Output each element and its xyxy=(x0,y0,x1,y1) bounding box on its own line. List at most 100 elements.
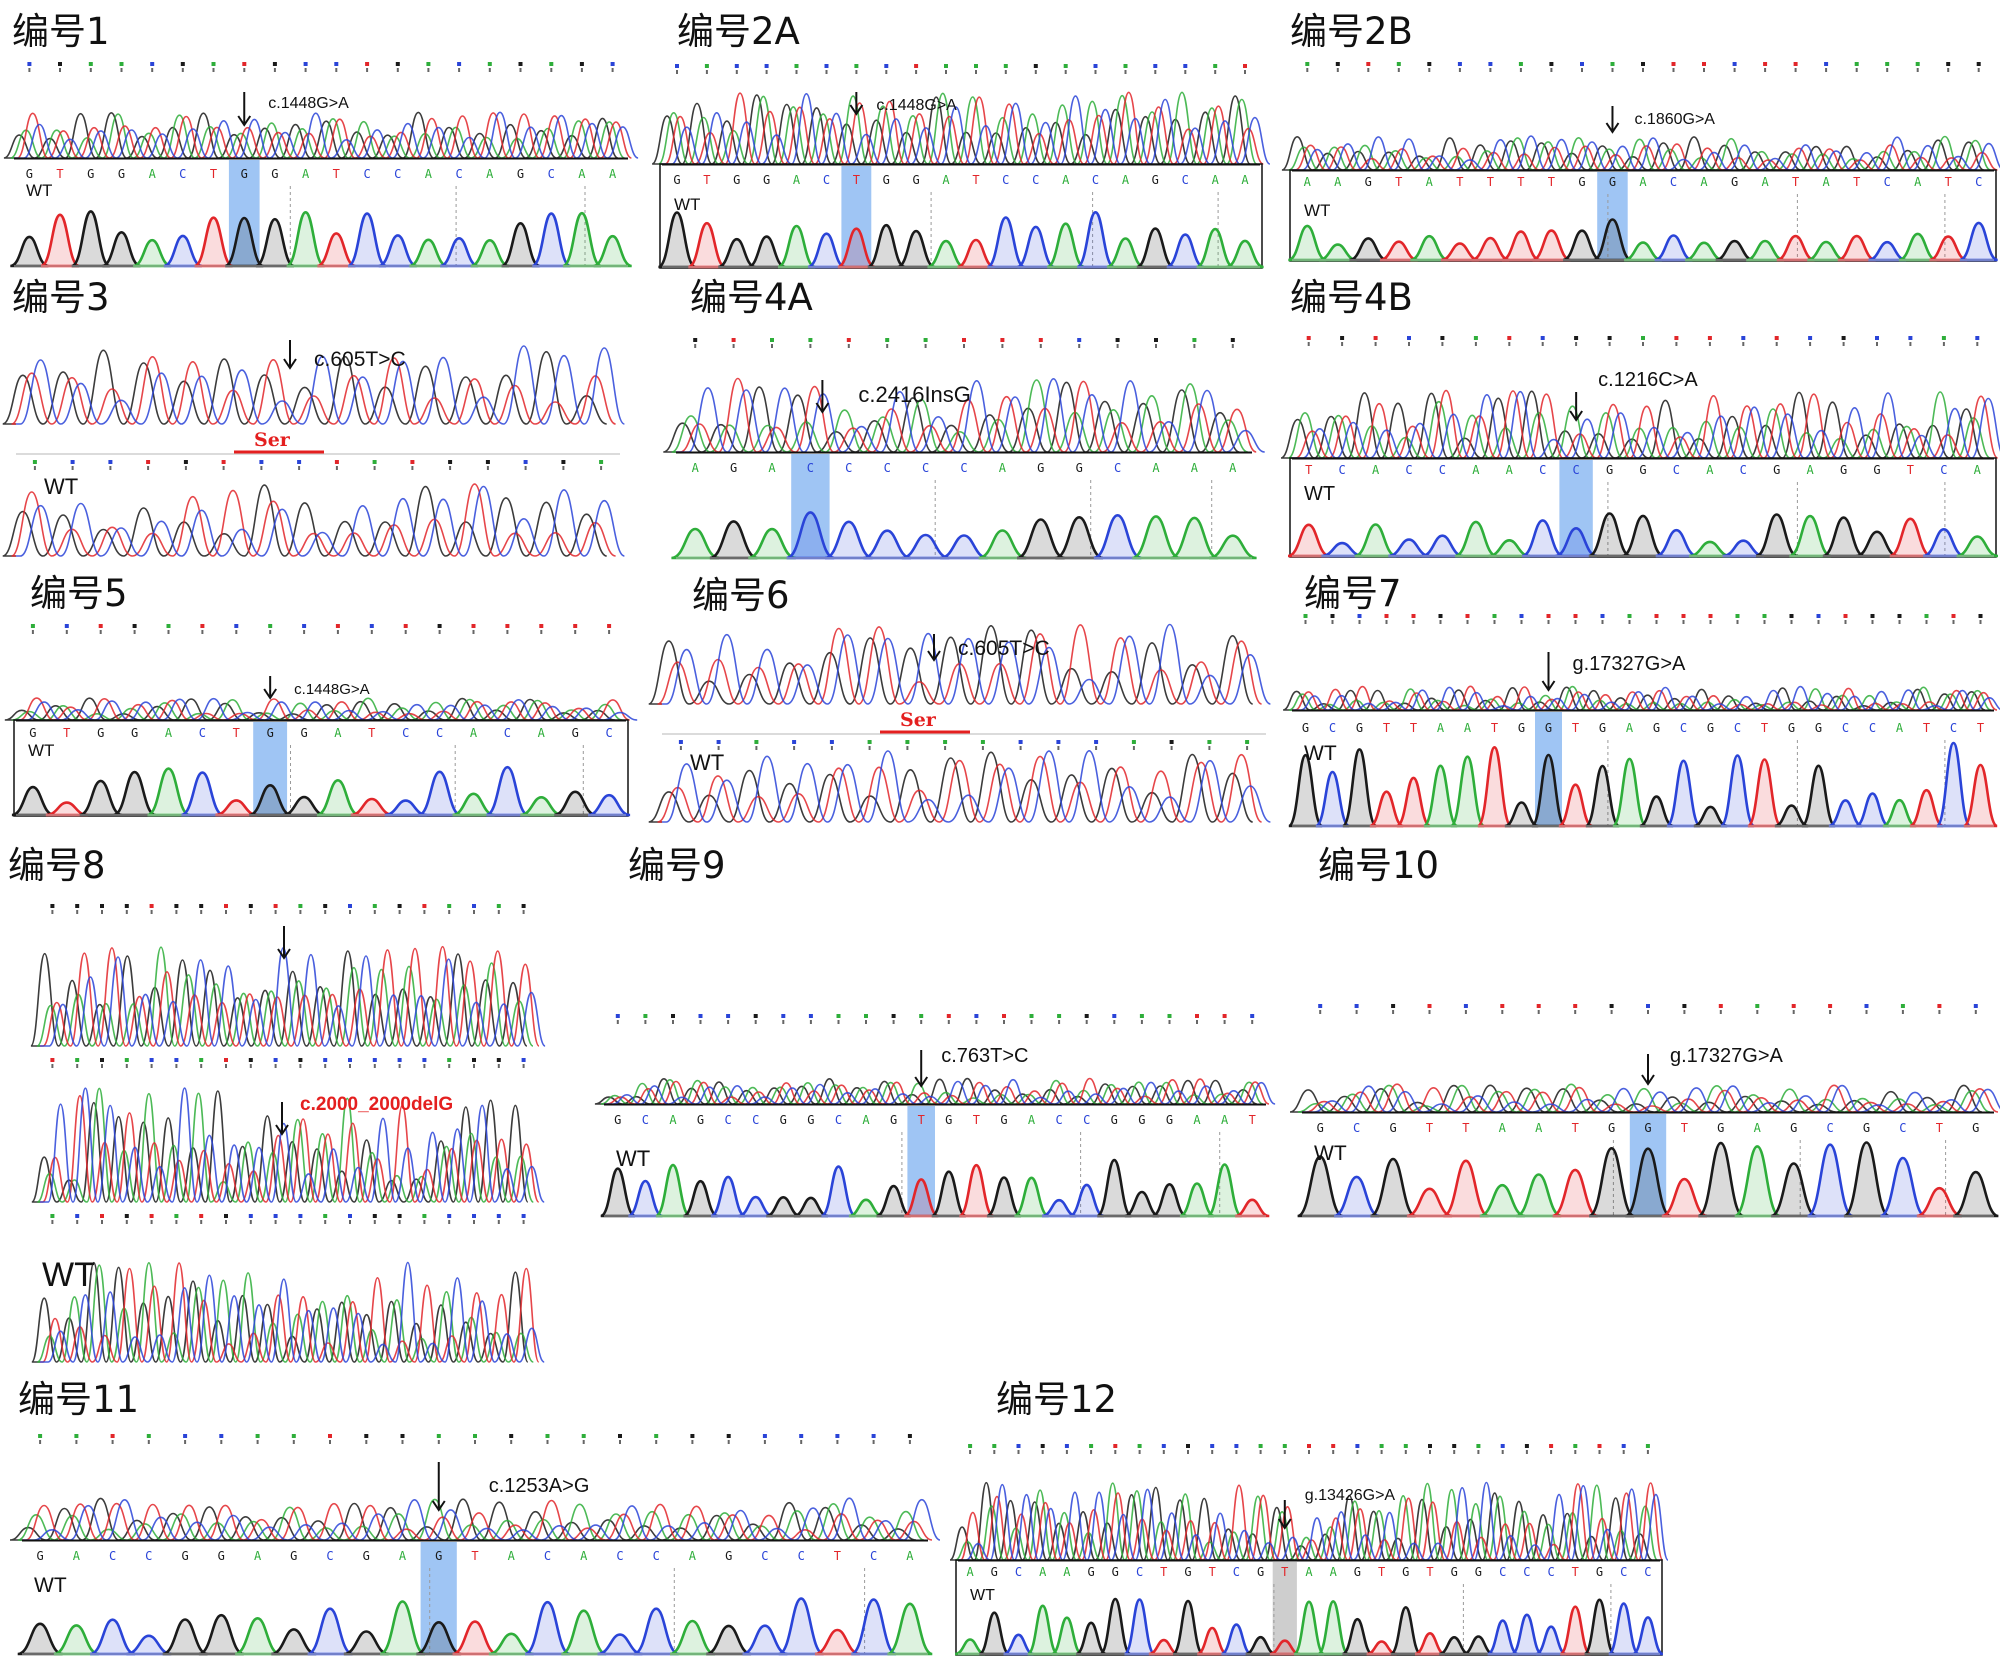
base-call-dot xyxy=(1033,64,1038,68)
peak xyxy=(814,1628,861,1656)
base-call-dot xyxy=(1843,614,1848,618)
base-letter: A xyxy=(1914,175,1922,189)
base-call-dot xyxy=(1546,614,1551,618)
base-call-tick xyxy=(1283,1450,1286,1454)
wt-label: WT xyxy=(970,1587,995,1604)
base-call-dot xyxy=(119,62,124,66)
base-letter: C xyxy=(1136,1565,1143,1579)
peak xyxy=(1423,764,1458,828)
base-call-dot xyxy=(509,1434,514,1438)
base-call-dot xyxy=(1580,62,1584,66)
base-call-tick xyxy=(1017,1450,1020,1454)
base-letter: G xyxy=(730,461,737,475)
base-call-tick xyxy=(249,910,252,914)
base-call-tick xyxy=(448,910,451,914)
base-letter: A xyxy=(334,726,342,740)
mutation-arrow xyxy=(1605,106,1620,134)
base-letter: T xyxy=(1977,721,1984,735)
peak xyxy=(1688,540,1731,558)
base-call-dot xyxy=(472,1214,476,1218)
peak xyxy=(820,1165,857,1218)
base-call-dot xyxy=(1245,740,1250,744)
base-letter: C xyxy=(1055,1113,1062,1127)
base-call-dot xyxy=(150,62,155,66)
wildtype-peaks xyxy=(657,210,1264,269)
peak xyxy=(1333,1175,1380,1218)
base-call-dot xyxy=(726,1434,731,1438)
base-call-dot xyxy=(334,460,339,464)
base-call-dot xyxy=(291,1434,296,1438)
trace-line xyxy=(40,945,540,1047)
base-call-dot xyxy=(149,904,154,908)
base-letter: T xyxy=(918,1113,925,1127)
panel-title: 编号7 xyxy=(1304,572,1402,615)
base-call-tick xyxy=(676,70,678,74)
base-call-dot xyxy=(74,1434,79,1438)
base-call-dot xyxy=(224,904,228,908)
panel-title: 编号2A xyxy=(677,10,800,53)
base-call-tick xyxy=(299,1064,302,1068)
base-call-dot xyxy=(211,62,216,66)
base-call-tick xyxy=(1251,1020,1254,1024)
base-letter: T xyxy=(1491,721,1498,735)
base-call-tick xyxy=(349,1064,351,1068)
base-call-dot xyxy=(914,64,919,68)
peak xyxy=(1488,538,1531,558)
base-letter: A xyxy=(1706,463,1714,477)
base-call-dot xyxy=(1762,614,1767,618)
base-call-tick xyxy=(1132,746,1135,750)
base-letter: G xyxy=(890,1113,897,1127)
base-call-dot xyxy=(199,1058,204,1062)
peak xyxy=(1801,764,1836,828)
base-call-dot xyxy=(808,338,813,342)
base-call-dot xyxy=(183,460,188,464)
base-call-dot xyxy=(1492,614,1497,618)
base-call-tick xyxy=(1909,342,1912,346)
peak xyxy=(978,1611,1010,1656)
peak xyxy=(1099,1597,1132,1656)
base-call-tick xyxy=(1547,620,1550,624)
peak xyxy=(1632,1616,1664,1656)
base-call-dot xyxy=(397,1214,402,1218)
base-call-dot xyxy=(221,460,226,464)
base-call-tick xyxy=(1244,70,1246,74)
base-call-dot xyxy=(365,62,370,66)
base-call-tick xyxy=(473,910,475,914)
base-call-dot xyxy=(50,904,55,908)
base-call-tick xyxy=(1065,1450,1068,1454)
base-call-tick xyxy=(101,1220,103,1224)
base-call-tick xyxy=(546,1440,549,1444)
base-call-dot xyxy=(829,740,834,744)
base-call-tick xyxy=(1235,1450,1238,1454)
base-call-dot xyxy=(447,1214,452,1218)
base-call-tick xyxy=(1223,1020,1226,1024)
base-call-dot xyxy=(348,1214,352,1218)
peak xyxy=(1558,783,1593,828)
base-letter: C xyxy=(179,167,186,181)
base-call-dots xyxy=(968,1444,1650,1454)
base-letter: C xyxy=(1233,1565,1240,1579)
wt-label: WT xyxy=(28,741,54,760)
peak xyxy=(1722,539,1765,558)
peak xyxy=(1747,758,1782,828)
base-call-dot xyxy=(1574,336,1579,340)
base-call-tick xyxy=(299,1220,302,1224)
base-call-dot xyxy=(1885,62,1890,66)
base-call-tick xyxy=(691,1440,694,1444)
wt-frame xyxy=(659,163,1263,269)
peak xyxy=(1555,526,1598,558)
peak xyxy=(1666,759,1701,828)
base-call-tick xyxy=(809,344,812,348)
base-letter: T xyxy=(973,1113,980,1127)
base-call-dot xyxy=(302,624,307,628)
base-letter: C xyxy=(544,1549,551,1563)
base-call-tick xyxy=(147,1440,150,1444)
base-letter: T xyxy=(1395,175,1402,189)
base-call-dot xyxy=(1407,336,1411,340)
peak xyxy=(682,1179,719,1218)
base-call-tick xyxy=(727,1020,730,1024)
base-letter: A xyxy=(1472,463,1480,477)
base-call-tick xyxy=(611,68,614,72)
base-letter: A xyxy=(302,167,310,181)
